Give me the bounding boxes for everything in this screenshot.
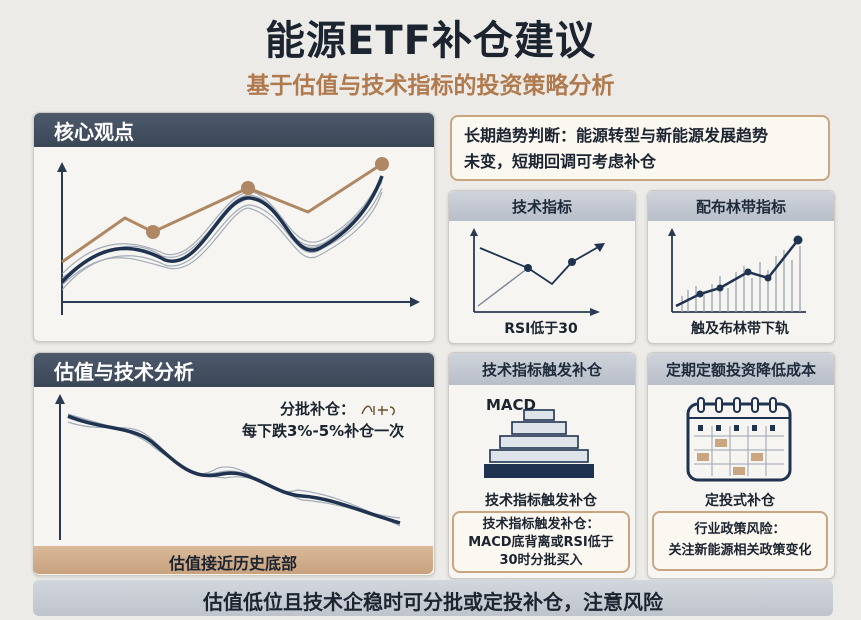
batch-buy-rule: 每下跌3%-5%补仓一次 bbox=[242, 422, 405, 440]
trigger-caption: 技术指标触发补仓 bbox=[485, 493, 597, 509]
bollinger-card: 配布林带指标 bbox=[647, 190, 835, 344]
valuation-chart bbox=[55, 394, 401, 540]
trend-note: 长期趋势判断：能源转型与新能源发展趋势 未变，短期回调可考虑补仓 bbox=[450, 115, 830, 181]
core-view-chart bbox=[57, 157, 420, 315]
trigger-note: 技术指标触发补仓： MACD底背离或RSI低于 30时分批买入 bbox=[452, 511, 630, 573]
technical-card: 技术指标 bbox=[448, 190, 636, 344]
bottom-band bbox=[33, 546, 433, 574]
rsi-caption: RSI低于30 bbox=[504, 321, 578, 337]
dca-heading: 定期定额投资降低成本 bbox=[648, 353, 834, 385]
technical-heading: 技术指标 bbox=[449, 191, 635, 221]
macd-pyramid-icon bbox=[484, 409, 594, 478]
page-subtitle: 基于估值与技术指标的投资策略分析 bbox=[246, 73, 615, 99]
policy-risk-line1: 行业政策风险： bbox=[694, 522, 786, 537]
conclusion-text: 估值低位且技术企稳时可分批或定投补仓，注意风险 bbox=[203, 590, 663, 614]
core-view-heading: 核心观点 bbox=[34, 113, 434, 147]
rsi-chart bbox=[470, 228, 605, 316]
core-view-panel: 核心观点 bbox=[33, 112, 435, 342]
trend-note-line2: 未变，短期回调可考虑补仓 bbox=[464, 152, 657, 171]
page-title: 能源ETF补仓建议 bbox=[265, 18, 596, 64]
valuation-panel: 估值与技术分析 bbox=[33, 352, 435, 576]
trigger-note-line3: 30时分批买入 bbox=[499, 553, 583, 568]
policy-risk-line2: 关注新能源相关政策变化 bbox=[668, 543, 812, 558]
trigger-heading: 技术指标触发补仓 bbox=[449, 353, 635, 385]
calendar-icon bbox=[686, 397, 792, 482]
trigger-note-line2: MACD底背离或RSI低于 bbox=[468, 535, 614, 550]
bottom-band-label: 估值接近历史底部 bbox=[168, 554, 297, 573]
bollinger-caption: 触及布林带下轨 bbox=[691, 321, 789, 337]
batch-buy-icon bbox=[361, 405, 396, 416]
policy-risk-note: 行业政策风险： 关注新能源相关政策变化 bbox=[652, 511, 828, 571]
conclusion-bar bbox=[33, 580, 833, 616]
valuation-heading: 估值与技术分析 bbox=[34, 353, 434, 387]
dca-caption: 定投式补仓 bbox=[705, 493, 775, 509]
bollinger-heading: 配布林带指标 bbox=[648, 191, 834, 221]
trigger-note-line1: 技术指标触发补仓： bbox=[482, 517, 600, 532]
trend-note-line1: 长期趋势判断：能源转型与新能源发展趋势 bbox=[464, 126, 769, 145]
batch-buy-label: 分批补仓： bbox=[280, 398, 398, 419]
batch-buy-label-text: 分批补仓： bbox=[280, 400, 356, 418]
bollinger-chart bbox=[668, 228, 806, 313]
